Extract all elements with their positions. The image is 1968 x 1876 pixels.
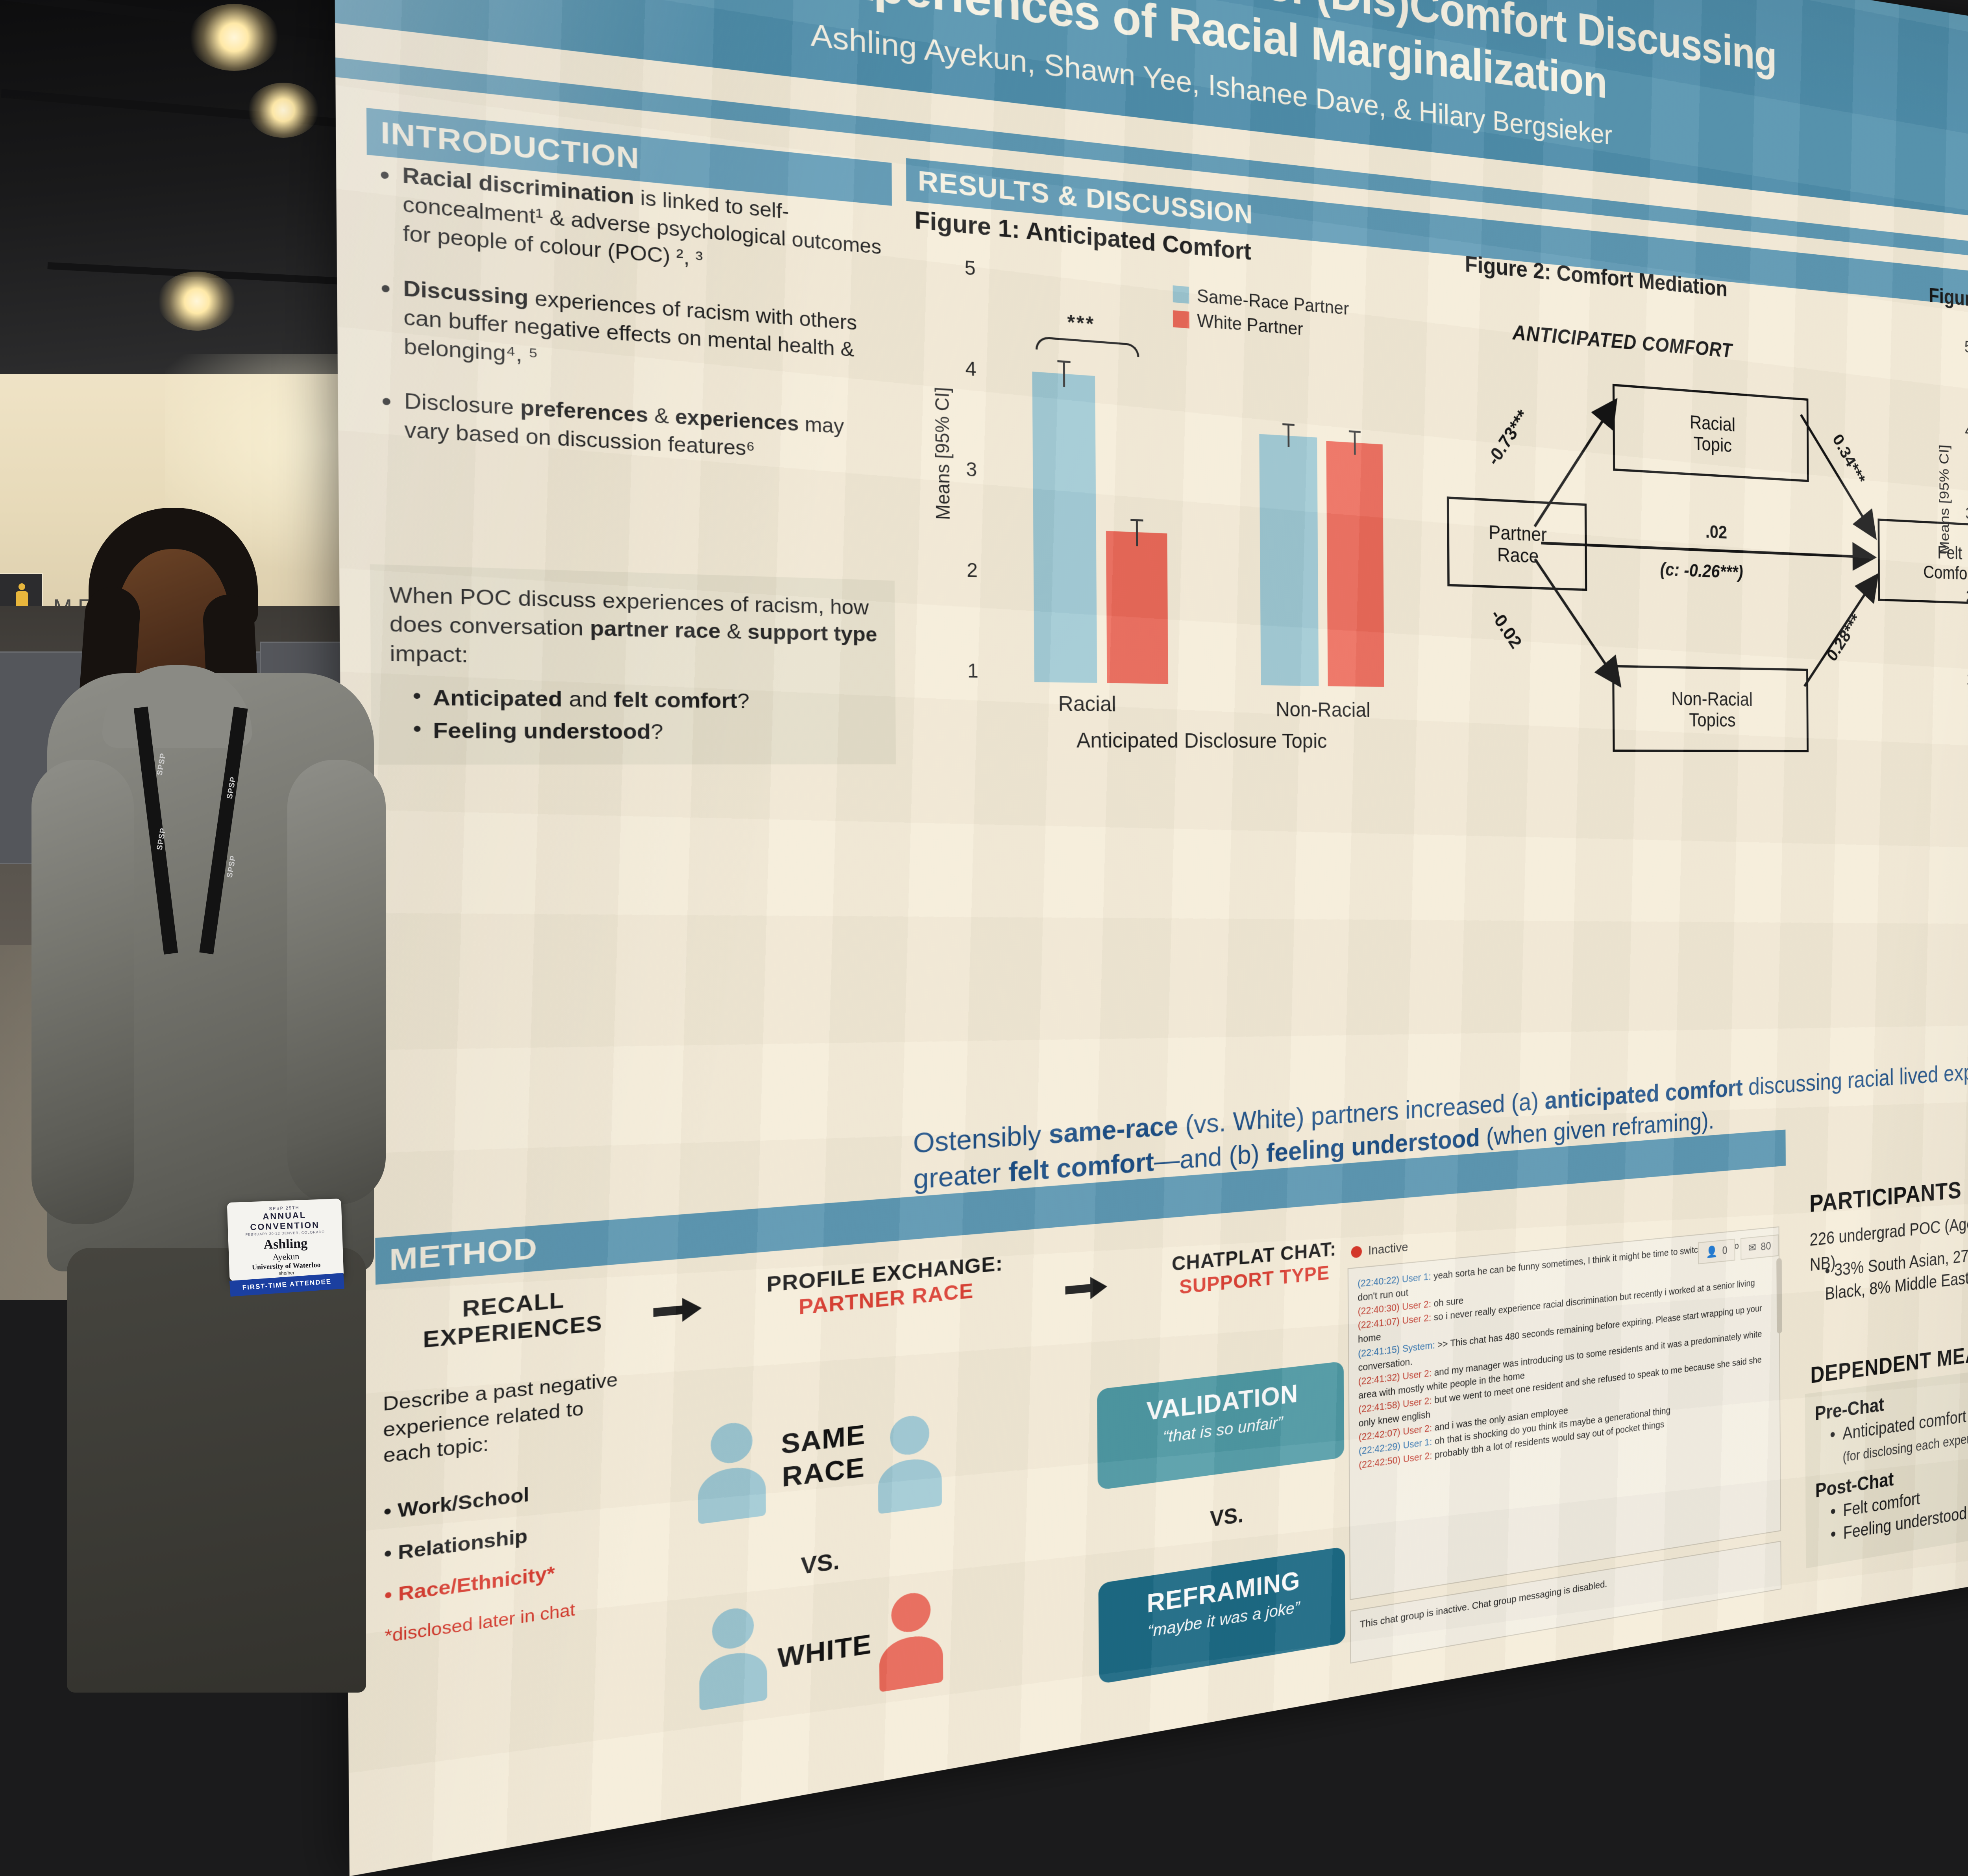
- figure1-bar-nonracial-white: [1326, 441, 1384, 687]
- ceiling-light: [189, 4, 279, 71]
- chat-message-counter: ✉ 80: [1740, 1234, 1779, 1260]
- method-arrow-1-head: [682, 1296, 702, 1322]
- figure1-y-axis-label: Means [95% CI]: [931, 386, 954, 520]
- figure2-node-partner-race: Partner Race: [1447, 496, 1587, 591]
- figure3-ytick-3: 3: [1966, 505, 1968, 523]
- figure1-errorbar: [1287, 424, 1289, 447]
- figure1-bar-racial-white: [1106, 531, 1168, 684]
- figure1-errorbar-cap: [1282, 423, 1295, 426]
- figure2-node-racial-topic: Racial Topic: [1613, 384, 1809, 482]
- figure2-node-nonracial-topics: Non-Racial Topics: [1612, 665, 1809, 752]
- research-poster-wrapper: UNIVERSITY OF WATERLOO aayekun@uwaterloo…: [575, 71, 1968, 1527]
- method-arrow-1-tail: [653, 1305, 683, 1317]
- person-presenter: SPSP SPSP SPSP SPSP SPSP 25TH ANNUAL CON…: [47, 508, 583, 1689]
- figure1-errorbar: [1354, 431, 1356, 455]
- conference-badge: SPSP 25TH ANNUAL CONVENTION FEBRUARY 20-…: [227, 1199, 344, 1281]
- chat-scrollbar[interactable]: [1776, 1258, 1782, 1334]
- figure3-title: Figure 3: Feeling Understood: [1929, 283, 1968, 329]
- method-vs-support: VS.: [1210, 1503, 1244, 1532]
- ceiling-light: [157, 272, 236, 331]
- method-label-same-race: SAME RACE: [760, 1416, 886, 1497]
- ceiling-light: [248, 83, 319, 138]
- method-vs-race: VS.: [801, 1548, 840, 1580]
- chat-user-counter: 👤 0: [1698, 1239, 1735, 1264]
- figure1-errorbar: [1136, 519, 1138, 546]
- chat-message-text: oh sure: [1433, 1295, 1463, 1310]
- chat-status-label: Inactive: [1368, 1240, 1408, 1258]
- chat-message-meta: (22:40:22) User 1:: [1358, 1271, 1433, 1289]
- figure1-significance-brace: [1036, 336, 1139, 357]
- figure2-path-total: (c: -0.26***): [1660, 559, 1743, 583]
- figure1-errorbar: [1063, 361, 1065, 387]
- method-label-white: WHITE: [767, 1626, 882, 1677]
- person-icon-white-b: [879, 1589, 943, 1692]
- method-arrow-2-tail: [1065, 1284, 1091, 1295]
- figure3-y-axis-label: Means [95% CI]: [1937, 444, 1953, 554]
- person-icon-same-race-a: [697, 1419, 766, 1524]
- figure1-ytick-5: 5: [965, 257, 976, 281]
- validation-bubble: VALIDATION “that is so unfair”: [1097, 1361, 1344, 1490]
- figure1-category-racial: Racial: [1024, 691, 1149, 717]
- intro-bullet-2: Discussing experiences of racism with ot…: [375, 272, 884, 392]
- figure1-errorbar-cap: [1057, 360, 1070, 363]
- introduction-body: Racial discrimination is linked to self-…: [374, 159, 884, 494]
- intro-bullet-3: Disclosure preferences & experiences may…: [376, 386, 884, 470]
- figure1-errorbar-cap: [1130, 519, 1143, 522]
- figure3-ytick-1: 1: [1966, 670, 1968, 689]
- figure3-ytick-4: 4: [1965, 422, 1968, 441]
- figure1-ytick-2: 2: [967, 560, 978, 582]
- pants: [67, 1248, 366, 1693]
- sweater-sleeve-left: [31, 760, 134, 1224]
- figure3-ytick-5: 5: [1964, 338, 1968, 357]
- figure2-path-direct: .02: [1705, 522, 1728, 543]
- figure1-ytick-4: 4: [965, 358, 976, 381]
- method-step-profile-exchange: PROFILE EXCHANGE: PARTNER RACE: [716, 1247, 1049, 1328]
- figure1-bar-nonracial-same: [1259, 434, 1319, 686]
- reframing-bubble: REFRAMING “maybe it was a joke”: [1098, 1547, 1345, 1684]
- participants-title: PARTICIPANTS: [1809, 1176, 1962, 1218]
- chat-transcript[interactable]: (22:40:22) User 1: yeah sorta he can be …: [1348, 1227, 1781, 1600]
- figure1-ytick-1: 1: [967, 660, 978, 683]
- method-step-chatplat: CHATPLAT CHAT: SUPPORT TYPE: [1121, 1233, 1384, 1305]
- chat-panel[interactable]: Inactive (22:40:22) User 1: yeah sorta h…: [1347, 1204, 1789, 1678]
- figure1-x-axis-label: Anticipated Disclosure Topic: [976, 728, 1416, 753]
- figure2-node-felt-comfort: Felt Comfort: [1877, 518, 1968, 605]
- figure3-ytick-2: 2: [1966, 588, 1968, 606]
- method-arrow-2-head: [1090, 1275, 1107, 1299]
- envelope-icon: ✉: [1748, 1241, 1756, 1255]
- figure1-significance-marker: ***: [1067, 311, 1095, 336]
- figure1-bar-racial-same: [1032, 372, 1097, 683]
- status-dot-icon: [1351, 1245, 1362, 1258]
- person-icon-white-a: [699, 1604, 767, 1711]
- user-icon: 👤: [1706, 1245, 1718, 1259]
- person-icon-same-race-b: [878, 1412, 942, 1514]
- figure1-errorbar-cap: [1349, 430, 1361, 433]
- sweater-sleeve-right: [287, 760, 386, 1204]
- figure1-ytick-3: 3: [966, 459, 977, 482]
- figure1-category-nonracial: Non-Racial: [1249, 697, 1396, 722]
